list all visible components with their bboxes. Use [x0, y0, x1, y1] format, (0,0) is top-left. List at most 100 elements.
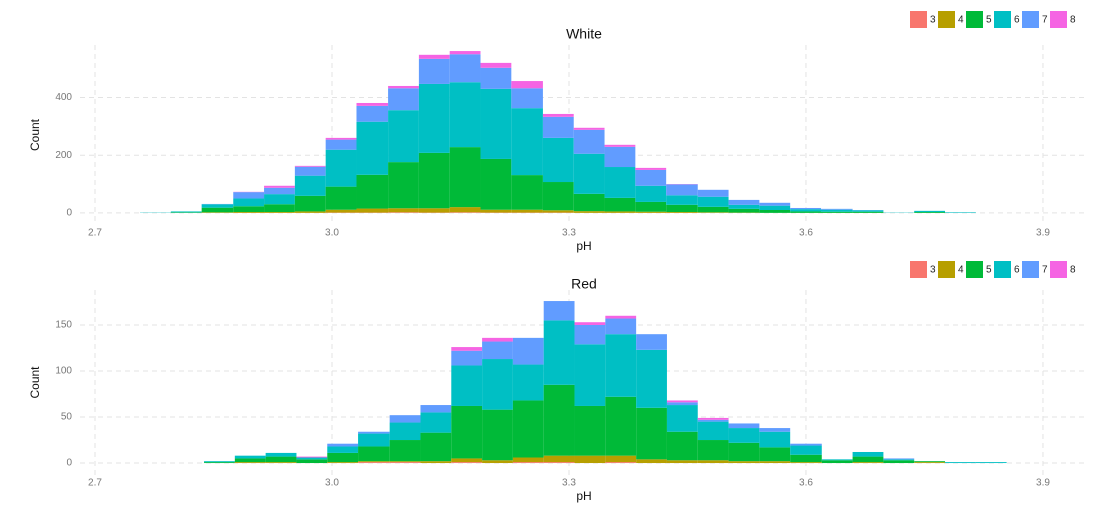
bar-segment	[418, 54, 450, 59]
bar-segment	[264, 194, 295, 205]
bar-segment	[512, 400, 544, 458]
bar-segment	[573, 129, 605, 154]
bar-segment	[482, 460, 513, 464]
bar-segment	[728, 442, 760, 462]
bar-segment	[170, 211, 202, 213]
legend-label: 8	[1070, 15, 1076, 26]
bar-segment	[635, 169, 667, 186]
bar-segment	[170, 212, 202, 213]
bar-segment	[418, 208, 450, 213]
x-tick-label: 3.9	[1036, 478, 1050, 489]
bar-segment	[574, 324, 606, 345]
bar-segment	[201, 207, 234, 213]
x-tick-label: 2.7	[88, 228, 102, 239]
bar-segment	[358, 446, 390, 462]
y-tick-label: 200	[55, 150, 72, 161]
bar-segment	[420, 432, 452, 462]
bar-segment	[666, 184, 698, 196]
bar-segment	[482, 341, 513, 360]
bar-segment	[790, 443, 822, 446]
bar-segment	[512, 337, 544, 365]
bar-segment	[449, 207, 481, 213]
bar-segment	[883, 460, 915, 464]
bar-segment	[233, 192, 265, 199]
bar-segment	[697, 196, 729, 207]
bar-segment	[605, 396, 637, 456]
bar-segment	[604, 211, 636, 213]
bar-segment	[728, 461, 760, 464]
bar-segment	[420, 405, 452, 413]
legend-label: 5	[986, 15, 992, 26]
legend-swatch	[938, 261, 955, 278]
bar-segment	[605, 318, 637, 335]
bar-segment	[388, 85, 419, 89]
legend-label: 3	[930, 265, 936, 276]
bar-segment	[604, 167, 636, 198]
bar-segment	[234, 458, 266, 463]
bar-segment	[418, 58, 450, 84]
bar-segment	[697, 206, 729, 213]
x-tick-label: 3.3	[562, 478, 576, 489]
legend-swatch	[1022, 11, 1039, 28]
bar-segment	[449, 54, 481, 83]
chart-title: Red	[571, 276, 597, 292]
bar-segment	[294, 166, 326, 176]
bar-segment	[697, 189, 729, 197]
legend-swatch	[1050, 261, 1067, 278]
bar-segment	[975, 462, 1007, 464]
y-tick-label: 100	[55, 366, 72, 377]
legend-label: 7	[1042, 15, 1048, 26]
legend-swatch	[1022, 261, 1039, 278]
bar-segment	[666, 402, 698, 406]
bar-segment	[389, 461, 421, 463]
bar-segment	[449, 82, 481, 148]
bar-segment	[573, 193, 605, 212]
bar-segment	[325, 149, 357, 187]
bar-segment	[201, 212, 234, 213]
bar-segment	[604, 144, 636, 147]
bar-segment	[388, 110, 419, 163]
y-tick-label: 0	[66, 208, 72, 219]
legend-label: 5	[986, 265, 992, 276]
bar-segment	[605, 455, 637, 463]
bar-segment	[728, 428, 760, 443]
bar-segment	[451, 365, 483, 406]
bar-segment	[542, 116, 574, 138]
bar-segment	[821, 460, 853, 464]
bar-segment	[233, 206, 265, 213]
bar-segment	[883, 458, 915, 460]
bar-segment	[294, 211, 326, 213]
legend-label: 6	[1014, 265, 1020, 276]
bar-segment	[820, 208, 853, 210]
bar-segment	[294, 175, 326, 196]
bar-segment	[573, 127, 605, 130]
bar-segment	[574, 344, 606, 406]
bar-segment	[418, 83, 450, 153]
bar-segment	[914, 462, 946, 464]
bar-segment	[512, 364, 544, 401]
bar-segment	[451, 458, 483, 463]
bar-segment	[233, 212, 265, 213]
bar-segment	[420, 461, 452, 464]
bar-segment	[389, 422, 421, 441]
bar-segment	[294, 195, 326, 212]
bar-segment	[573, 211, 605, 213]
bar-segment	[543, 384, 575, 456]
bar-segment	[666, 405, 698, 432]
bar-segment	[201, 204, 234, 208]
bar-segment	[914, 212, 946, 213]
bar-segment	[759, 210, 791, 213]
bar-segment	[759, 447, 791, 462]
x-axis-label: pH	[576, 489, 591, 503]
bar-segment	[914, 210, 946, 213]
x-tick-label: 3.0	[325, 478, 339, 489]
bar-segment	[542, 182, 574, 211]
bar-segment	[418, 152, 450, 209]
legend-label: 3	[930, 15, 936, 26]
bar-segment	[327, 452, 359, 463]
bar-segment	[511, 108, 543, 176]
bar-segment	[759, 428, 791, 432]
bar-segment	[482, 337, 513, 342]
bar-segment	[420, 412, 452, 433]
legend-label: 6	[1014, 15, 1020, 26]
